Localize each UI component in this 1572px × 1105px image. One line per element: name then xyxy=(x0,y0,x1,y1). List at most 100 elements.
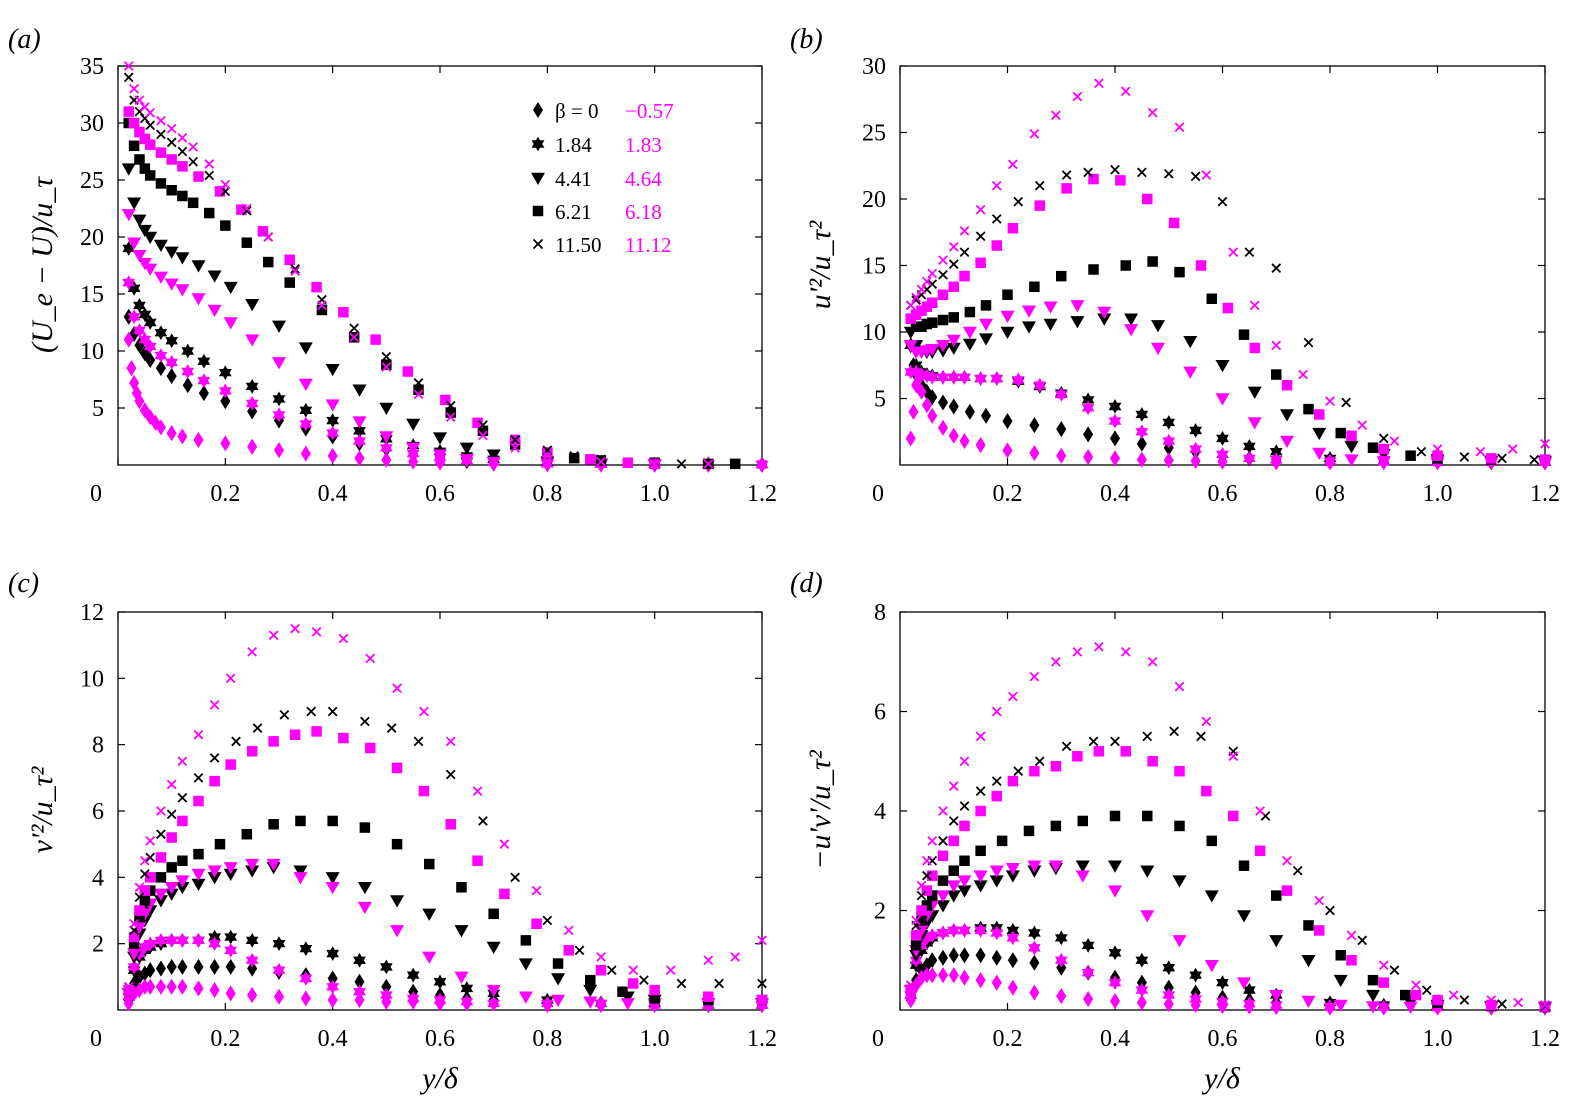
data-point xyxy=(247,438,258,455)
data-point xyxy=(1027,860,1042,873)
data-point xyxy=(974,371,987,386)
data-point xyxy=(166,809,177,820)
data-point xyxy=(1389,436,1400,446)
data-point xyxy=(486,941,501,954)
data-point xyxy=(1108,399,1122,414)
data-point xyxy=(1243,439,1256,454)
data-point xyxy=(1497,999,1507,1009)
data-point xyxy=(959,756,970,767)
data-point xyxy=(499,888,510,900)
data-point xyxy=(1378,960,1389,971)
data-point xyxy=(326,413,339,428)
data-point xyxy=(551,994,566,1008)
series-star xyxy=(122,933,769,1013)
data-point xyxy=(948,259,959,270)
data-point xyxy=(1147,756,1158,767)
data-point xyxy=(937,289,949,301)
data-point xyxy=(757,935,767,946)
data-point xyxy=(1366,1001,1380,1014)
data-point xyxy=(979,333,993,346)
data-point xyxy=(299,402,313,418)
data-point xyxy=(927,407,938,424)
data-point xyxy=(1011,372,1025,388)
data-point xyxy=(1136,994,1147,1011)
data-point xyxy=(143,936,157,951)
x-tick-label: 1.2 xyxy=(1530,1026,1560,1052)
y-tick-label: 8 xyxy=(874,600,886,626)
data-point xyxy=(1172,875,1187,888)
data-point xyxy=(1271,369,1282,380)
x-tick-label: 0.4 xyxy=(318,1026,348,1052)
data-point xyxy=(266,858,281,872)
data-point xyxy=(123,981,134,992)
data-point xyxy=(311,726,322,737)
data-point xyxy=(980,407,992,424)
data-point xyxy=(231,736,241,747)
data-point xyxy=(486,984,501,998)
data-point xyxy=(552,958,564,969)
data-point xyxy=(937,875,949,886)
data-point xyxy=(486,449,501,462)
data-point xyxy=(1172,935,1187,948)
data-point xyxy=(460,981,474,996)
data-point xyxy=(1357,420,1368,430)
data-point xyxy=(962,326,977,339)
data-point xyxy=(193,795,204,807)
data-point xyxy=(1056,988,1067,1005)
data-point xyxy=(1228,751,1239,762)
data-point xyxy=(1341,397,1351,408)
x-tick-label: 0.8 xyxy=(532,481,562,507)
x-tick-label: 0.6 xyxy=(1208,481,1238,507)
data-point xyxy=(272,391,286,407)
legend-label-magenta: −0.57 xyxy=(625,99,674,123)
panel-d: 0 0.2 0.4 0.6 0.8 1.0 1.2 2 4 6 8 xyxy=(872,600,1560,1052)
data-point xyxy=(714,978,724,989)
data-point xyxy=(1475,446,1486,457)
data-point xyxy=(948,398,959,415)
data-point xyxy=(958,923,971,938)
data-point xyxy=(583,996,598,1009)
data-point xyxy=(1346,930,1357,941)
data-point xyxy=(1206,835,1217,847)
data-point xyxy=(1033,377,1047,393)
data-point xyxy=(1109,430,1121,447)
data-point xyxy=(947,369,961,385)
data-point xyxy=(948,865,959,876)
data-point xyxy=(364,742,376,754)
data-point xyxy=(1378,433,1389,444)
data-point xyxy=(164,278,179,291)
data-point xyxy=(209,982,220,999)
data-point xyxy=(193,958,204,975)
data-point xyxy=(1540,1000,1550,1010)
data-point xyxy=(1335,427,1346,439)
data-point xyxy=(1174,681,1185,692)
data-point xyxy=(354,992,365,1009)
data-point xyxy=(1238,860,1250,871)
data-point xyxy=(155,178,167,189)
data-point xyxy=(1497,453,1507,464)
x-tick-label: 0.2 xyxy=(993,481,1023,507)
data-point xyxy=(1034,180,1045,191)
data-point xyxy=(134,154,145,165)
data-point xyxy=(220,435,231,452)
data-point xyxy=(272,936,286,951)
data-point xyxy=(1183,366,1198,379)
data-point xyxy=(128,931,140,943)
data-point xyxy=(1136,435,1147,452)
data-point xyxy=(123,72,134,83)
data-point xyxy=(1247,417,1262,430)
data-point xyxy=(419,706,429,717)
data-point xyxy=(1120,646,1131,657)
data-point xyxy=(938,806,948,816)
data-point xyxy=(247,960,258,977)
data-point xyxy=(1008,159,1018,170)
data-point xyxy=(317,300,327,311)
data-point xyxy=(241,828,253,840)
data-point xyxy=(273,988,285,1005)
data-point xyxy=(979,318,993,332)
legend-label-black: β = 0 xyxy=(555,99,599,123)
data-point xyxy=(520,935,532,946)
x-tick-label: 0.6 xyxy=(425,481,455,507)
y-tick-label: 5 xyxy=(874,387,886,413)
data-point xyxy=(948,427,959,444)
